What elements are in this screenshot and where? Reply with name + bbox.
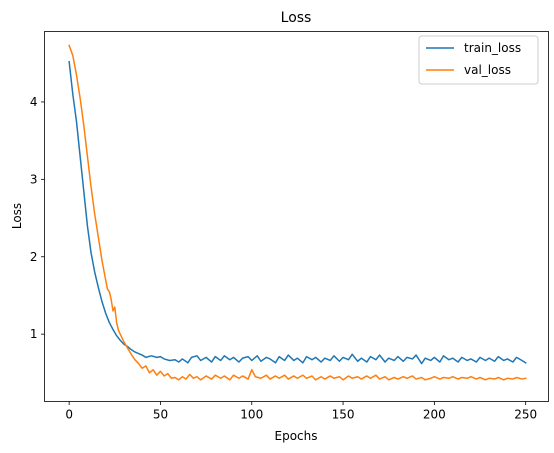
plot-lines xyxy=(68,44,527,381)
x-axis-label: Epochs xyxy=(275,429,318,443)
legend-label-val-loss: val_loss xyxy=(464,63,511,77)
legend-label-train-loss: train_loss xyxy=(464,41,521,55)
x-tick-label: 150 xyxy=(332,408,355,422)
x-tick-label: 0 xyxy=(65,408,73,422)
y-tick-label: 4 xyxy=(30,95,38,109)
y-axis-label: Loss xyxy=(10,203,24,229)
y-tick-label: 3 xyxy=(30,172,38,186)
chart-title: Loss xyxy=(281,10,312,26)
x-tick-label: 100 xyxy=(240,408,263,422)
plot-frame xyxy=(44,31,549,402)
x-axis-ticks: 0 50 100 150 200 250 xyxy=(65,401,537,422)
series-line-val-loss xyxy=(68,44,527,381)
legend: train_loss val_loss xyxy=(418,35,539,85)
y-tick-label: 2 xyxy=(30,250,38,264)
series-line-train-loss xyxy=(68,60,527,365)
x-tick-label: 250 xyxy=(514,408,537,422)
x-tick-label: 50 xyxy=(153,408,168,422)
y-tick-label: 1 xyxy=(30,327,38,341)
x-tick-label: 200 xyxy=(423,408,446,422)
y-axis-ticks: 1 2 3 4 xyxy=(30,95,45,341)
